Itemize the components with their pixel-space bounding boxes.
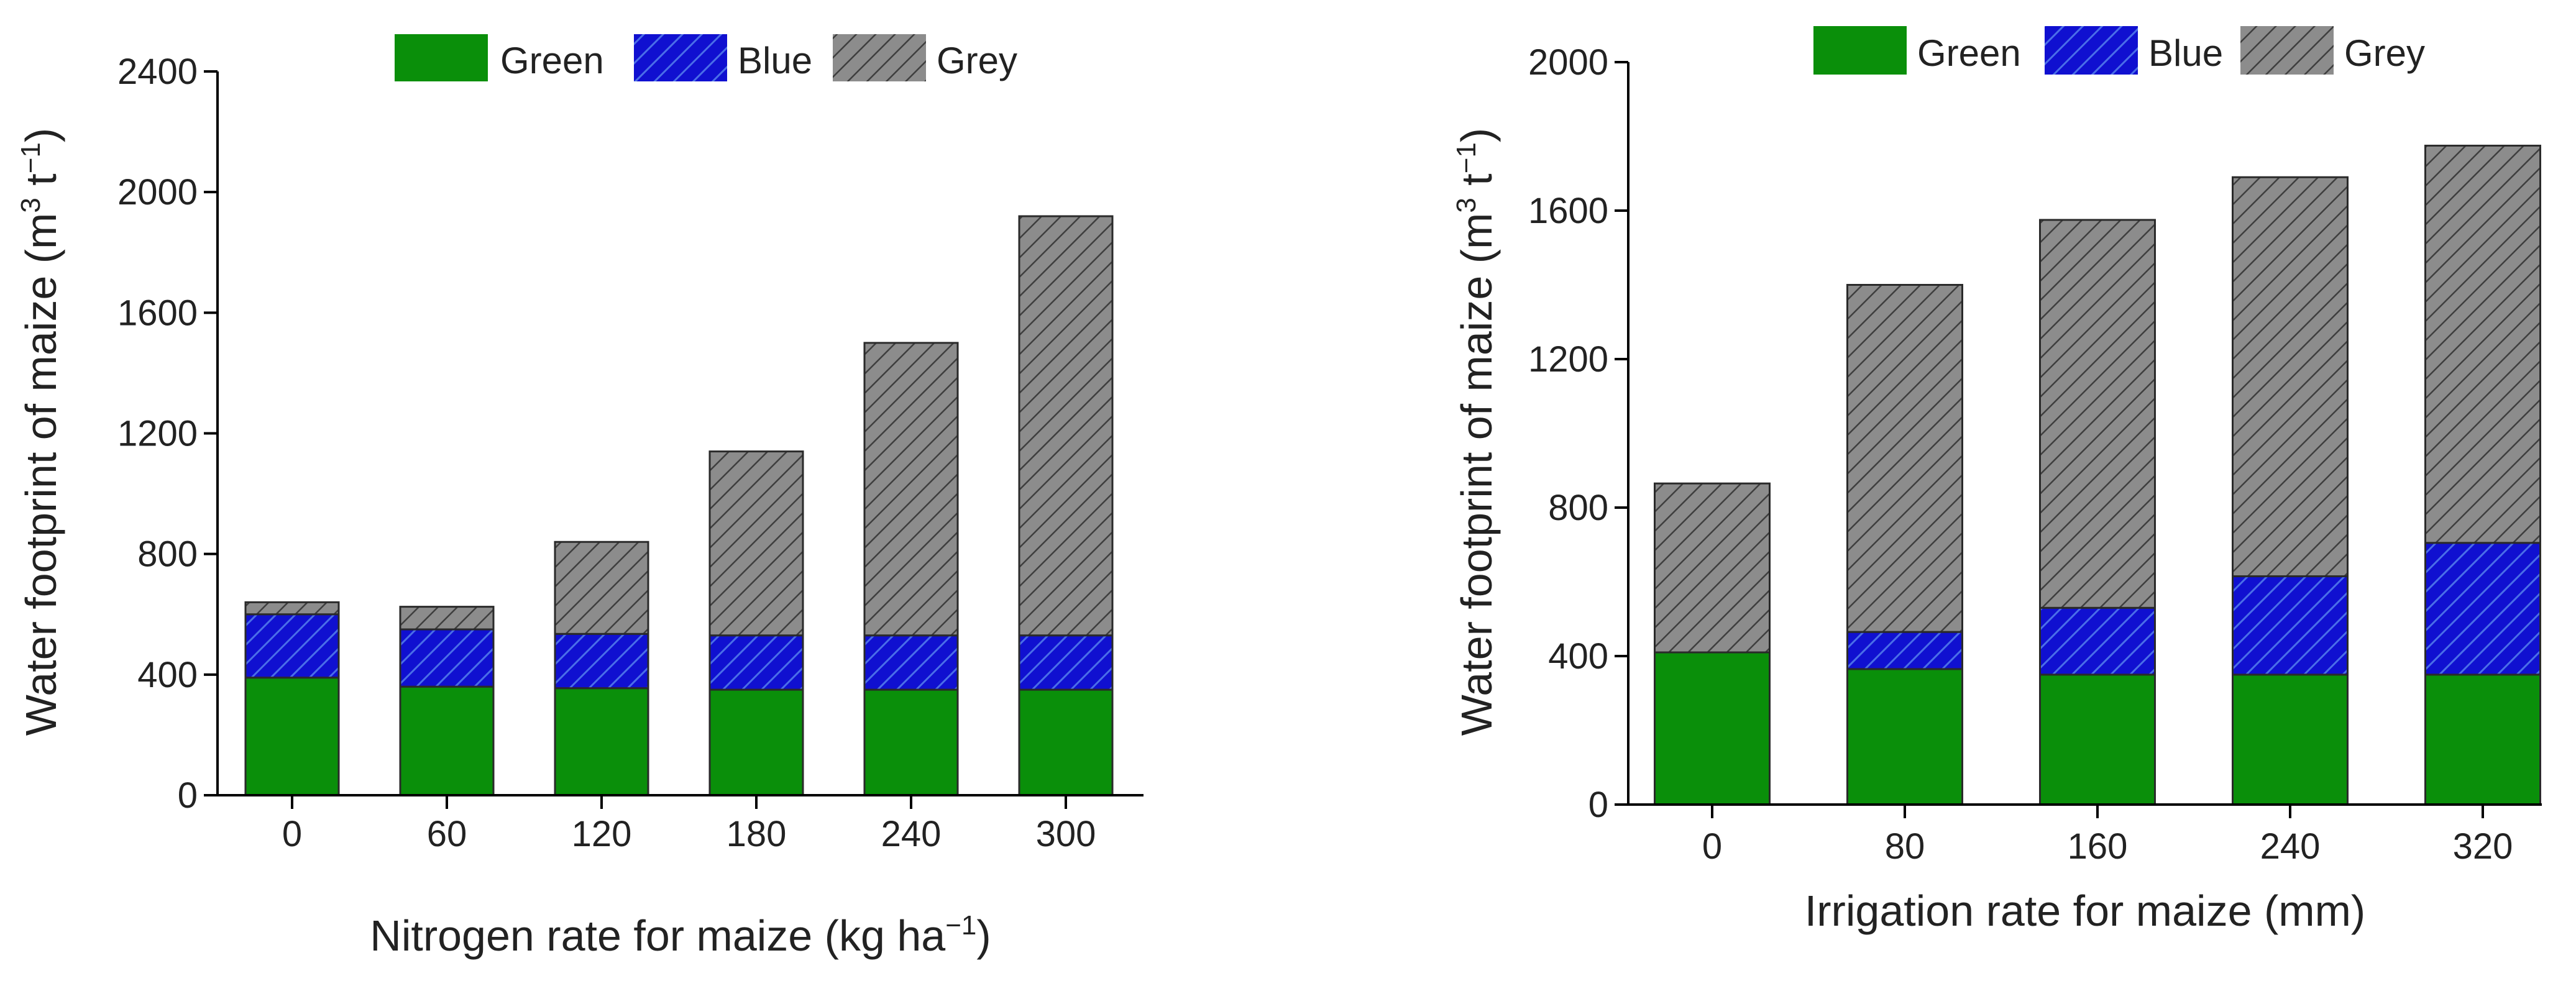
chart-right-x-ticks: 0 80 160 240 320 [1702, 805, 2513, 867]
chart-left-x-tick-label: 60 [427, 814, 467, 854]
chart-left-legend-swatch-grey [833, 34, 926, 81]
chart-right: 0 400 800 1200 1600 2000 0 80 160 240 320 Green B… [1451, 26, 2542, 935]
chart-left-legend-swatch-blue [634, 34, 727, 81]
chart-right-bar-blue-80 [1846, 631, 1963, 670]
chart-right-bar-blue-240 [2232, 575, 2349, 676]
chart-left-bar-blue-180 [708, 634, 804, 691]
chart-right-x-tick-label: 320 [2453, 826, 2513, 867]
chart-right-bar-grey-160 [2039, 219, 2156, 609]
chart-left-bar-grey-180 [708, 450, 804, 637]
chart-right-x-tick-label: 240 [2260, 826, 2321, 867]
chart-right-y-tick-label: 1600 [1528, 191, 1608, 231]
chart-right-bar-green-160 [2039, 673, 2156, 806]
chart-right-bar-blue-160 [2039, 606, 2156, 676]
chart-right-bar-grey-240 [2232, 176, 2349, 578]
chart-left-x-tick-label: 180 [727, 814, 787, 854]
chart-left-legend-label-blue: Blue [738, 40, 812, 81]
chart-left-bar-blue-0 [244, 613, 340, 679]
chart-left-x-tick-label: 0 [282, 814, 302, 854]
chart-left-y-tick-label: 400 [137, 655, 198, 695]
chart-left-legend-label-green: Green [500, 40, 604, 81]
chart-right-y-tick-label: 1200 [1528, 339, 1608, 380]
chart-right-y-tick-label: 400 [1548, 636, 1608, 677]
chart-left-bar-blue-60 [399, 628, 495, 688]
chart-right-y-tick-label: 800 [1548, 488, 1608, 528]
chart-right-x-tick-label: 0 [1702, 826, 1722, 867]
chart-right-legend-label-blue: Blue [2148, 32, 2223, 74]
chart-left-bar-grey-300 [1018, 215, 1114, 637]
chart-left-x-tick-label: 120 [572, 814, 632, 854]
chart-left-y-tick-label: 1200 [117, 414, 198, 454]
chart-right-bar-grey-320 [2424, 144, 2541, 544]
chart-left-bar-green-300 [1018, 688, 1114, 796]
chart-left-y-tick-label: 800 [137, 534, 198, 575]
chart-left-bar-green-240 [863, 688, 959, 796]
chart-left-bar-green-0 [244, 677, 340, 796]
chart-left-x-ticks: 0 60 120 180 240 300 [282, 795, 1096, 854]
chart-left-bar-blue-300 [1018, 634, 1114, 691]
chart-right-legend-swatch-blue [2045, 26, 2138, 75]
chart-left-bar-blue-120 [554, 632, 649, 690]
chart-right-y-axis-title: Water footprint of maize (m3 t−1) [1451, 128, 1501, 736]
chart-right-bar-blue-320 [2424, 542, 2541, 676]
chart-left-bar-blue-240 [863, 634, 959, 691]
chart-left-y-ticks: 0 400 800 1200 1600 2000 2400 [117, 52, 218, 816]
chart-left-bar-grey-120 [554, 541, 649, 635]
chart-right-bar-grey-80 [1846, 284, 1963, 633]
chart-left-bars [244, 215, 1114, 796]
chart-left-y-tick-label: 2400 [117, 52, 198, 92]
chart-left-x-axis-title: Nitrogen rate for maize (kg ha−1) [370, 910, 991, 960]
chart-left-bar-grey-240 [863, 342, 959, 637]
chart-left-legend-label-grey: Grey [937, 40, 1017, 81]
chart-right-bar-green-0 [1654, 651, 1771, 806]
chart-left-x-tick-label: 300 [1036, 814, 1096, 854]
chart-right-y-ticks: 0 400 800 1200 1600 2000 [1528, 42, 1628, 825]
chart-left-y-tick-label: 1600 [117, 293, 198, 333]
chart-left-y-tick-label: 0 [178, 775, 198, 816]
chart-right-x-tick-label: 160 [2068, 826, 2128, 867]
chart-right-bar-green-80 [1846, 668, 1963, 806]
chart-left-legend: Green Blue Grey [395, 34, 1017, 81]
chart-left-bar-grey-0 [244, 601, 340, 616]
chart-right-bar-green-320 [2424, 673, 2541, 806]
chart-right-legend-swatch-green [1813, 26, 1907, 75]
chart-left-y-tick-label: 2000 [117, 172, 198, 212]
chart-right-legend: Green Blue Grey [1813, 26, 2425, 75]
chart-right-x-tick-label: 80 [1885, 826, 1925, 867]
chart-left-legend-swatch-green [395, 34, 488, 81]
chart-right-legend-label-green: Green [1917, 32, 2021, 74]
chart-right-bar-grey-0 [1654, 482, 1771, 654]
chart-left-y-axis-title: Water footprint of maize (m3 t−1) [16, 128, 65, 736]
chart-right-y-tick-label: 2000 [1528, 42, 1608, 83]
chart-left-bar-green-180 [708, 688, 804, 796]
chart-right-x-axis-title: Irrigation rate for maize (mm) [1805, 887, 2365, 935]
chart-right-bar-green-240 [2232, 673, 2349, 806]
chart-left-bar-green-120 [554, 687, 649, 796]
chart-right-legend-swatch-grey [2240, 26, 2334, 75]
chart-right-y-tick-label: 0 [1588, 785, 1608, 825]
chart-right-legend-label-grey: Grey [2344, 32, 2425, 74]
chart-left-bar-grey-60 [399, 606, 495, 631]
chart-right-bars [1654, 144, 2541, 806]
chart-left-x-tick-label: 240 [881, 814, 942, 854]
chart-left-bar-green-60 [399, 685, 495, 796]
